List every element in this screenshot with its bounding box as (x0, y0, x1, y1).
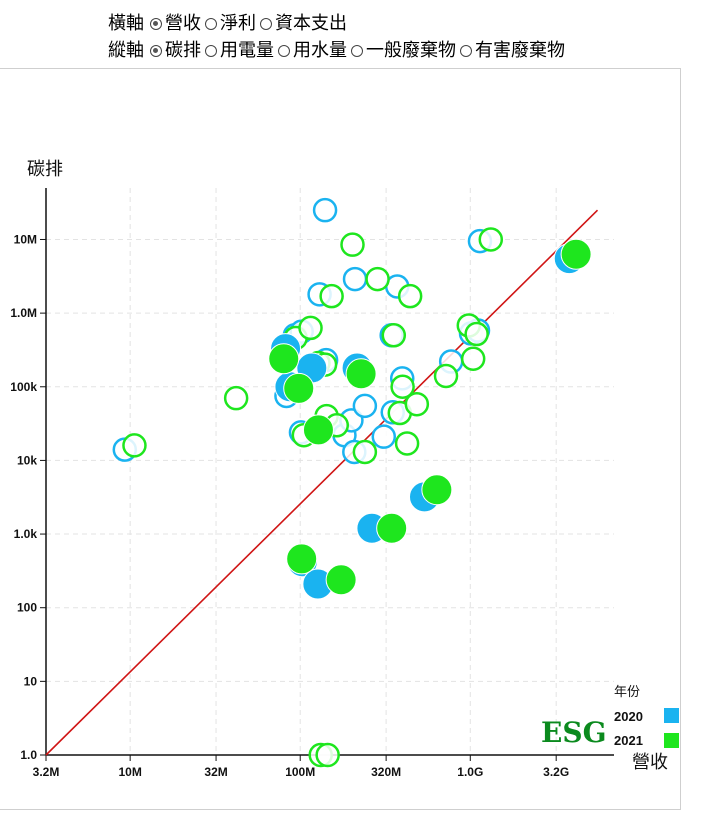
esg-watermark: ESG (541, 716, 606, 749)
x-axis-selector: 橫軸 營收 淨利 資本支出 (108, 10, 565, 37)
y-tick-label: 1.0k (14, 527, 38, 541)
point-2020[interactable] (312, 197, 338, 223)
point-2021-filled[interactable] (421, 474, 453, 506)
y-tick-label: 10M (14, 232, 37, 246)
x-tick-label: 3.2M (33, 765, 60, 779)
x-option-label: 資本支出 (275, 13, 347, 34)
point-2021-filled[interactable] (325, 564, 357, 596)
y-option-hazardous-waste[interactable]: 有害廢棄物 (456, 40, 565, 61)
point-2021[interactable] (315, 742, 340, 768)
point-2021[interactable] (381, 323, 407, 348)
point-2021-filled[interactable] (345, 358, 377, 390)
x-option-revenue[interactable]: 營收 (146, 13, 201, 34)
point-2021[interactable] (365, 266, 390, 292)
y-option-label: 一般廢棄物 (366, 40, 456, 61)
radio-icon (260, 18, 272, 30)
point-2021-filled[interactable] (268, 343, 300, 375)
y-option-label: 用水量 (293, 40, 347, 61)
y-option-carbon[interactable]: 碳排 (146, 40, 201, 61)
y-tick-label: 10 (24, 674, 38, 688)
point-2021-filled[interactable] (283, 372, 315, 404)
y-option-electricity[interactable]: 用電量 (201, 40, 274, 61)
legend-title: 年份 (614, 685, 640, 700)
x-option-capex[interactable]: 資本支出 (256, 13, 347, 34)
data-points (112, 197, 592, 768)
y-option-label: 用電量 (220, 40, 274, 61)
legend-label-2020: 2020 (614, 709, 643, 724)
point-2020[interactable] (342, 266, 368, 292)
x-option-label: 淨利 (220, 13, 256, 34)
y-tick-label: 1.0M (10, 306, 37, 320)
x-axis-label: 橫軸 (108, 13, 144, 34)
point-2021[interactable] (478, 227, 504, 252)
point-2021[interactable] (319, 283, 344, 309)
x-tick-label: 100M (285, 765, 315, 779)
axis-controls: 橫軸 營收 淨利 資本支出 縱軸 碳排 用電量 用水量 一般廢棄物 有害廢棄物 (108, 10, 565, 64)
radio-icon (150, 45, 162, 57)
point-2021[interactable] (298, 315, 323, 341)
grid-lines (45, 188, 614, 756)
point-2021[interactable] (340, 232, 365, 257)
y-tick-label: 1.0 (20, 748, 37, 762)
radio-icon (205, 45, 217, 57)
radio-icon (460, 45, 472, 57)
y-axis-label: 縱軸 (108, 40, 144, 61)
chart-panel (0, 68, 681, 810)
legend: 年份 2020 2021 (614, 685, 679, 748)
x-tick-label: 1.0G (457, 765, 483, 779)
radio-icon (205, 18, 217, 30)
tick-labels: 1.0 10 100 1.0k 10k 100k 1.0M 10M 3.2M 10M 32M 100M… (10, 232, 569, 779)
point-2021-filled[interactable] (302, 414, 334, 446)
x-tick-label: 32M (204, 765, 227, 779)
point-2021-filled[interactable] (286, 543, 318, 575)
point-2021[interactable] (122, 433, 147, 458)
y-tick-label: 100 (17, 601, 37, 615)
legend-label-2021: 2021 (614, 733, 643, 748)
point-2021[interactable] (433, 363, 459, 389)
point-2021[interactable] (397, 283, 423, 309)
y-option-water[interactable]: 用水量 (274, 40, 347, 61)
point-2021-filled[interactable] (560, 238, 592, 270)
point-2021[interactable] (352, 439, 378, 465)
x-tick-label: 10M (118, 765, 141, 779)
radio-icon (351, 45, 363, 57)
y-tick-label: 10k (17, 453, 37, 467)
x-tick-label: 3.2G (543, 765, 569, 779)
x-tick-label: 320M (371, 765, 401, 779)
y-tick-label: 100k (10, 380, 37, 394)
y-axis-selector: 縱軸 碳排 用電量 用水量 一般廢棄物 有害廢棄物 (108, 37, 565, 64)
point-2021[interactable] (464, 321, 489, 347)
reference-diagonal-line (45, 209, 599, 756)
x-axis-title: 營收 (632, 752, 668, 773)
point-2021[interactable] (404, 391, 430, 417)
legend-swatch-2021[interactable] (664, 733, 679, 748)
radio-icon (150, 18, 162, 30)
legend-swatch-2020[interactable] (664, 708, 679, 723)
radio-icon (278, 45, 290, 57)
point-2021[interactable] (390, 374, 415, 400)
y-option-label: 碳排 (165, 40, 201, 61)
point-2021[interactable] (223, 385, 249, 411)
point-2020[interactable] (352, 393, 378, 419)
point-2021[interactable] (460, 346, 486, 372)
point-2021[interactable] (394, 431, 420, 456)
y-option-general-waste[interactable]: 一般廢棄物 (347, 40, 456, 61)
y-option-label: 有害廢棄物 (475, 40, 565, 61)
x-option-net-profit[interactable]: 淨利 (201, 13, 256, 34)
x-option-label: 營收 (165, 13, 201, 34)
point-2020[interactable] (371, 424, 397, 449)
point-2021-filled[interactable] (376, 512, 408, 544)
y-axis-title: 碳排 (27, 159, 63, 180)
